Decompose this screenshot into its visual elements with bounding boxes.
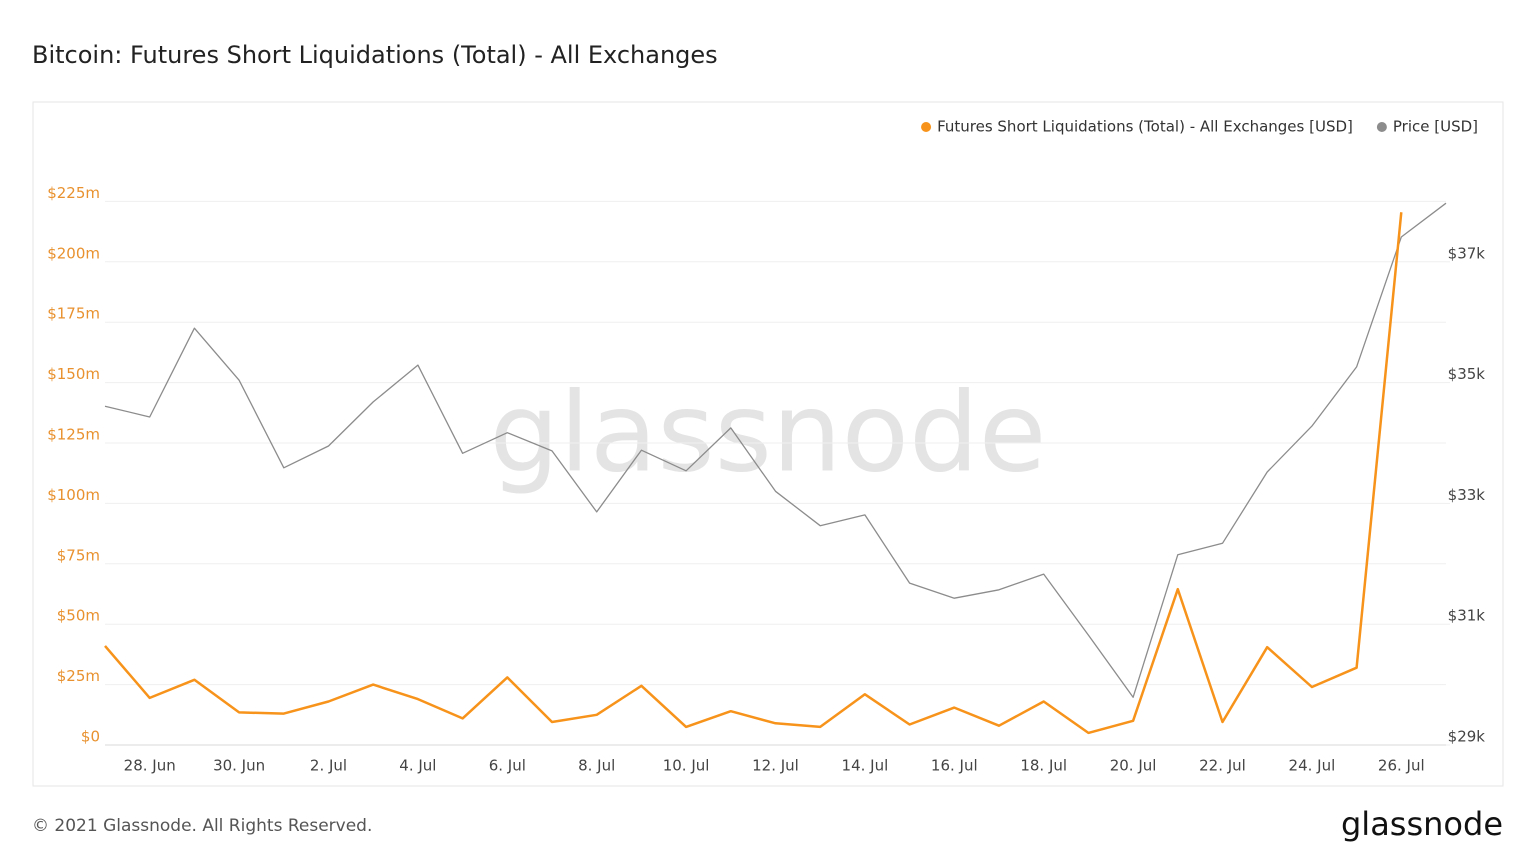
y-tick-label: $25m [57, 667, 100, 685]
y2-tick-label: $35k [1448, 365, 1486, 383]
brand-logo: glassnode [1341, 805, 1503, 843]
y-tick-label: $100m [47, 486, 100, 504]
y-tick-label: $0 [81, 728, 100, 746]
watermark: glassnode [490, 368, 1047, 496]
legend: Price [USD] Futures Short Liquidations (T… [921, 118, 1478, 136]
x-tick-label: 10. Jul [663, 757, 710, 775]
x-tick-label: 6. Jul [489, 757, 526, 775]
legend-swatch [921, 122, 932, 132]
series-line [104, 212, 1403, 735]
x-tick-label: 22. Jul [1199, 757, 1246, 775]
y2-tick-label: $29k [1448, 728, 1486, 746]
x-tick-label: 18. Jul [1020, 757, 1067, 775]
x-tick-label: 30. Jun [213, 757, 265, 775]
y-tick-label: $50m [57, 607, 100, 625]
y-tick-label: $75m [57, 546, 100, 564]
x-tick-label: 24. Jul [1289, 757, 1336, 775]
x-tick-label: 20. Jul [1110, 757, 1157, 775]
y2-tick-label: $37k [1448, 244, 1486, 262]
x-tick-label: 4. Jul [399, 757, 436, 775]
y-tick-label: $150m [47, 365, 100, 383]
footer: © 2021 Glassnode. All Rights Reserved. [32, 816, 372, 836]
legend-label: Futures Short Liquidations (Total) - All… [937, 118, 1353, 136]
x-tick-label: 12. Jul [752, 757, 799, 775]
y-tick-label: $225m [47, 184, 100, 202]
y2-tick-label: $33k [1448, 486, 1486, 504]
legend-label: Price [USD] [1393, 118, 1478, 136]
chart-title: Bitcoin: Futures Short Liquidations (Tot… [32, 41, 718, 69]
y-tick-label: $175m [47, 305, 100, 323]
x-tick-label: 28. Jun [124, 757, 176, 775]
y-tick-label: $125m [47, 426, 100, 444]
plot-frame [32, 101, 1504, 787]
x-tick-label: 26. Jul [1378, 757, 1425, 775]
x-tick-label: 2. Jul [310, 757, 347, 775]
legend-swatch [1376, 122, 1387, 132]
x-tick-label: 14. Jul [842, 757, 889, 775]
series-line [104, 202, 1447, 698]
y-tick-label: $200m [47, 244, 100, 262]
y2-tick-label: $31k [1448, 607, 1486, 625]
x-tick-label: 16. Jul [931, 757, 978, 775]
x-tick-label: 8. Jul [578, 757, 615, 775]
